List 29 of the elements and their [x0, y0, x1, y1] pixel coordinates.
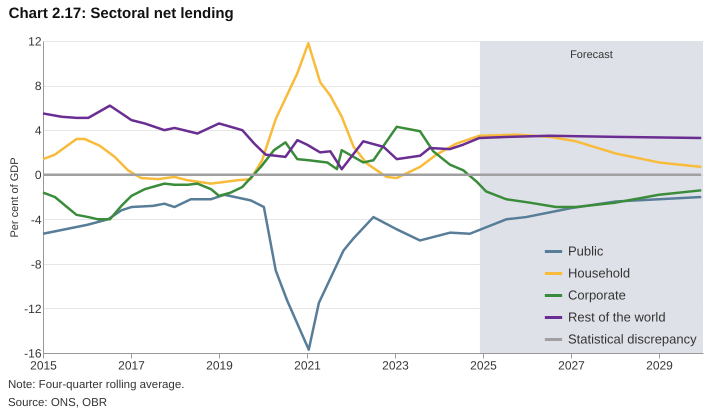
legend-label: Corporate: [568, 288, 626, 302]
legend-label: Statistical discrepancy: [568, 332, 698, 346]
x-tick-label: 2029: [646, 358, 674, 372]
x-tick-label: 2021: [294, 358, 322, 372]
text: Note: Four-quarter rolling average.: [8, 378, 184, 393]
legend-label: Public: [568, 244, 604, 258]
band-label: Forecast: [570, 49, 613, 61]
y-tick-label: -16: [24, 346, 42, 360]
line-series: [42, 104, 702, 170]
source-note: Source: ONS, OBR: [8, 396, 108, 411]
x-tick-label: 2027: [558, 358, 586, 372]
x-tick-label: 2015: [30, 358, 58, 372]
x-tick-label: 2025: [470, 358, 498, 372]
x-tick-label: 2019: [206, 358, 234, 372]
y-tick-label: -8: [30, 257, 42, 272]
line-series: [42, 42, 702, 185]
y-tick-label: -12: [24, 302, 42, 316]
y-tick-label: -4: [30, 212, 42, 227]
y-tick-label: 4: [34, 124, 42, 138]
y-tick-label: 0: [34, 168, 42, 182]
y-axis-title: Per cent of GDP: [9, 157, 22, 238]
chart-title: Chart 2.17: Sectoral net lending: [8, 5, 234, 22]
legend-label: Household: [568, 266, 630, 280]
y-tick-label: 8: [34, 79, 42, 94]
x-tick-label: 2023: [382, 358, 410, 372]
line-series: [42, 126, 702, 221]
y-tick-label: 12: [28, 34, 42, 48]
legend-label: Rest of the world: [568, 310, 666, 324]
x-tick-label: 2017: [118, 358, 146, 372]
